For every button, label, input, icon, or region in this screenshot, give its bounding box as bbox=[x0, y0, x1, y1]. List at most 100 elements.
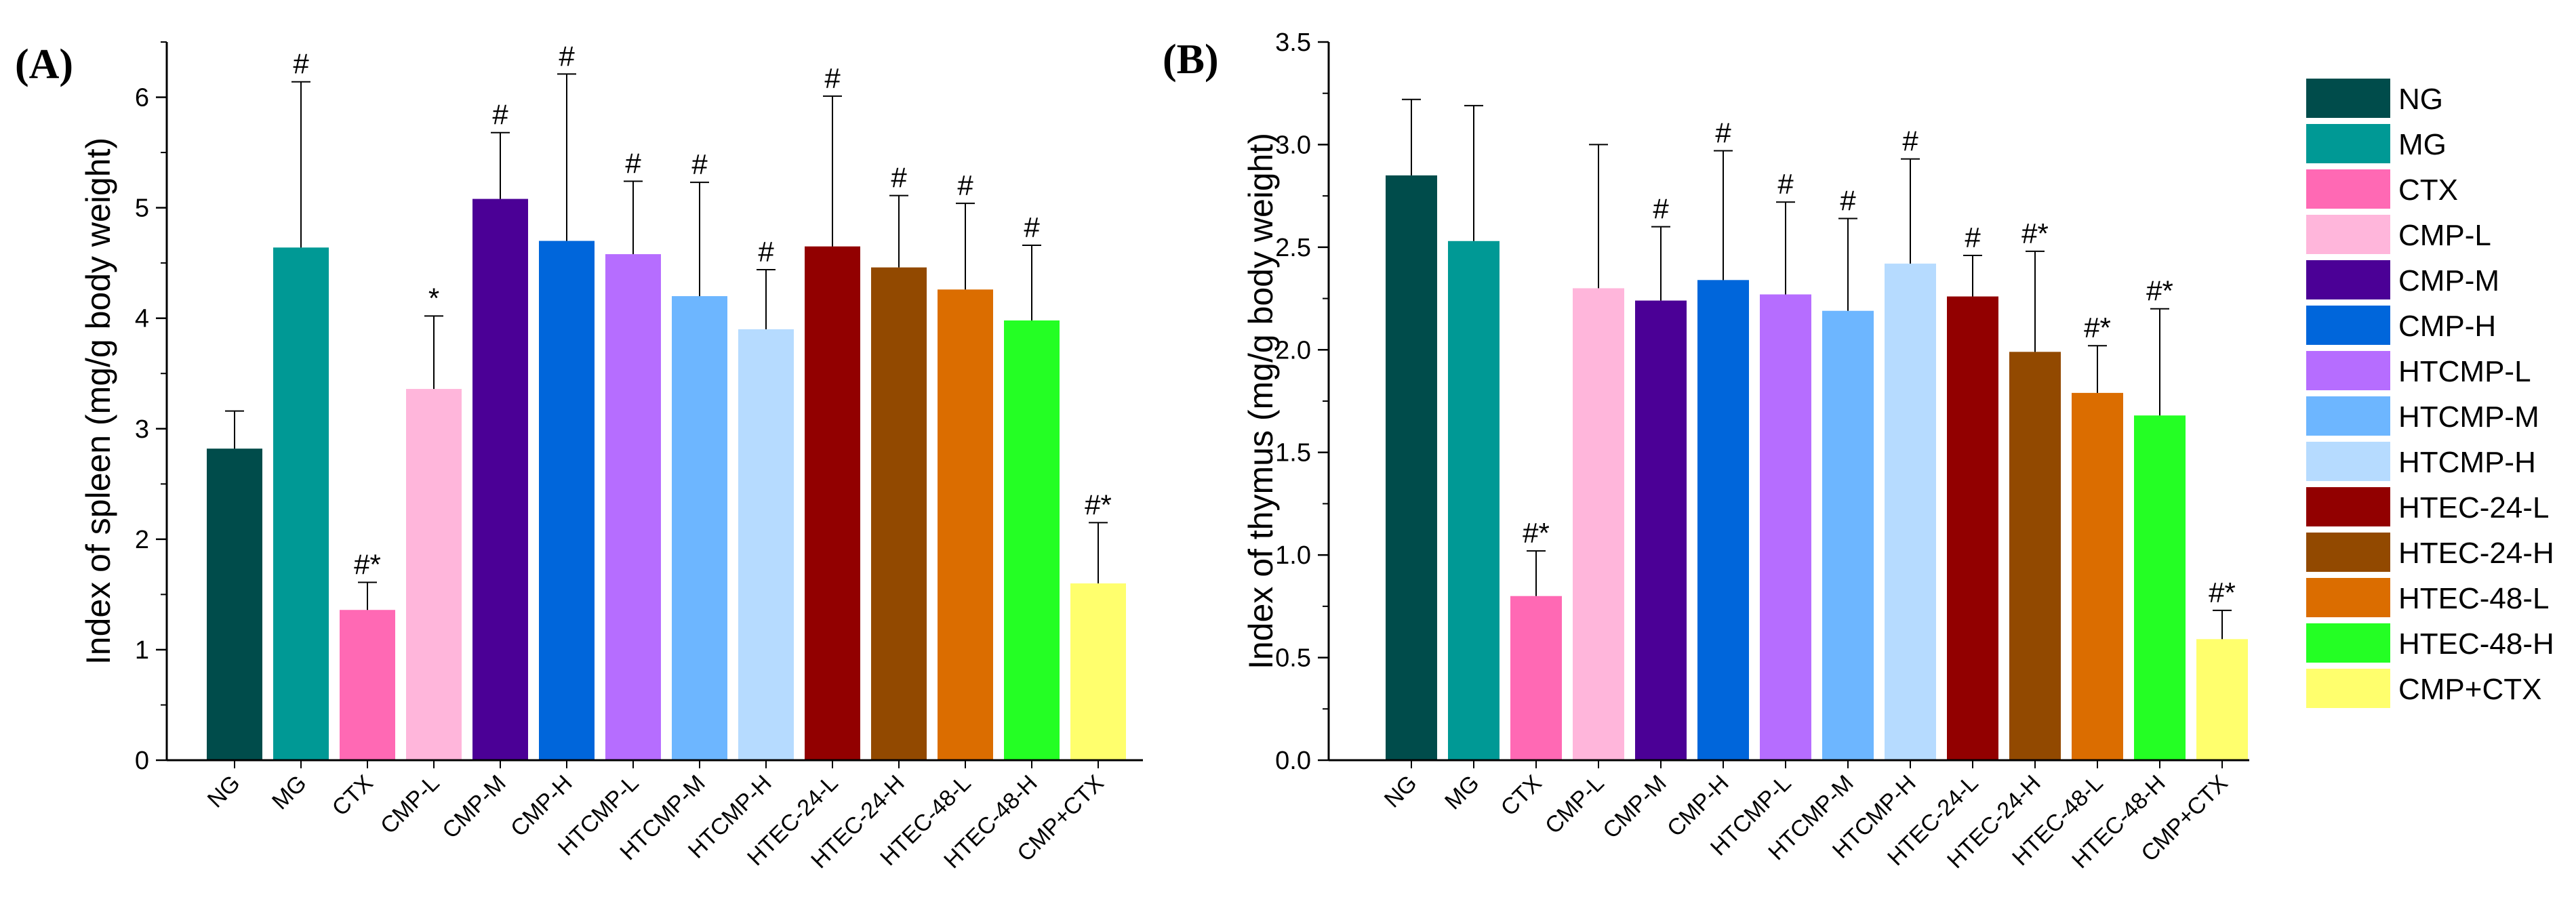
panel-b-y-tick-label: 0.5 bbox=[1275, 644, 1311, 673]
legend-swatch-ctx bbox=[2306, 169, 2390, 209]
panel-a-spleen-index-chart: (A) Index of spleen (mg/g body weight) #… bbox=[15, 40, 1143, 873]
legend-label: HTEC-24-H bbox=[2398, 537, 2554, 570]
panel-b-significance-mark: #* bbox=[2084, 312, 2111, 344]
legend-swatch-htcmp-m bbox=[2306, 396, 2390, 436]
panel-a-bar-cmp-m bbox=[472, 199, 528, 761]
panel-a-category-label: MG bbox=[267, 770, 312, 815]
panel-a-y-tick-label: 4 bbox=[135, 305, 149, 333]
panel-a-bar-htcmp-l bbox=[605, 254, 661, 761]
panel-b-y-axis-label: Index of thymus (mg/g body weight) bbox=[1242, 133, 1280, 669]
panel-b-thymus-index-chart: (B) Index of thymus (mg/g body weight) #… bbox=[1163, 28, 2249, 873]
panel-a-significance-mark: # bbox=[758, 236, 774, 268]
legend-label: CMP-H bbox=[2398, 310, 2496, 343]
panel-a-bar-htec-24-l bbox=[805, 246, 860, 760]
panel-a-bar-cmp-h bbox=[539, 241, 595, 760]
panel-a-y-tick-label: 3 bbox=[135, 415, 149, 444]
panel-a-significance-mark: # bbox=[1024, 211, 1040, 243]
legend-label: HTCMP-H bbox=[2398, 446, 2536, 479]
panel-a-y-tick-label: 0 bbox=[135, 747, 149, 775]
panel-b-bar-htec-24-h bbox=[2009, 352, 2061, 760]
panel-a-bar-htcmp-h bbox=[738, 329, 794, 760]
panel-a-significance-mark: # bbox=[891, 162, 907, 194]
panel-b-significance-mark: # bbox=[1902, 125, 1918, 157]
legend-swatch-ng bbox=[2306, 79, 2390, 118]
panel-a-significance-mark: # bbox=[625, 147, 641, 179]
panel-b-y-tick-label: 1.0 bbox=[1275, 541, 1311, 570]
legend-label: NG bbox=[2398, 83, 2443, 116]
panel-b-bar-cmp-h bbox=[1697, 280, 1749, 760]
panel-b-bar-cmp-m bbox=[1635, 300, 1687, 761]
panel-b-bar-htcmp-m bbox=[1822, 310, 1874, 760]
legend-label: HTEC-24-L bbox=[2398, 491, 2550, 524]
panel-b-bar-cmp-ctx bbox=[2196, 639, 2248, 760]
panel-a-category-label: CMP-L bbox=[376, 770, 445, 839]
panel-b-significance-mark: #* bbox=[1523, 517, 1550, 549]
panel-a-bar-htec-48-l bbox=[938, 289, 993, 760]
legend-label: CTX bbox=[2398, 173, 2458, 207]
panel-b-y-tick-label: 1.5 bbox=[1275, 439, 1311, 468]
panel-a-bar-ctx bbox=[340, 610, 395, 760]
panel-a-bar-ng bbox=[207, 449, 262, 760]
legend-swatch-mg bbox=[2306, 124, 2390, 163]
legend-swatch-htcmp-l bbox=[2306, 351, 2390, 390]
panel-a-significance-mark: #* bbox=[1085, 489, 1112, 520]
legend-label: HTEC-48-H bbox=[2398, 627, 2554, 661]
legend-label: MG bbox=[2398, 128, 2447, 161]
panel-b-y-tick-label: 3.0 bbox=[1275, 131, 1311, 159]
panel-b-bar-cmp-l bbox=[1573, 288, 1624, 760]
panel-b-category-label: CMP-L bbox=[1540, 770, 1609, 839]
panel-b-bars: #* # # # # # # #* #* #* #* bbox=[1386, 98, 2248, 761]
panel-b-significance-mark: # bbox=[1653, 193, 1669, 225]
panel-a-label: (A) bbox=[15, 41, 73, 87]
panel-b-y-tick-label: 2.5 bbox=[1275, 234, 1311, 262]
panel-a-significance-mark: #* bbox=[354, 548, 381, 580]
panel-b-significance-mark: # bbox=[1777, 168, 1794, 200]
panel-b-significance-mark: # bbox=[1715, 117, 1731, 149]
panel-b-significance-mark: #* bbox=[2021, 217, 2049, 249]
panel-a-bar-htec-48-h bbox=[1004, 320, 1060, 760]
legend-label: HTCMP-L bbox=[2398, 355, 2531, 388]
legend-swatch-cmp-l bbox=[2306, 215, 2390, 254]
legend-swatch-cmp-h bbox=[2306, 306, 2390, 345]
panel-b-bar-htcmp-h bbox=[1885, 264, 1936, 761]
panel-b-bar-ng bbox=[1386, 175, 1437, 760]
panel-b-significance-mark: #* bbox=[2146, 275, 2173, 307]
panel-b-significance-mark: # bbox=[1965, 222, 1981, 253]
panel-b-category-label: CMP-M bbox=[1598, 770, 1671, 844]
panel-a-significance-mark: * bbox=[428, 282, 439, 314]
panel-a-y-tick-label: 2 bbox=[135, 526, 149, 554]
panel-a-y-tick-label: 6 bbox=[135, 84, 149, 112]
panel-a-bar-cmp-ctx bbox=[1070, 583, 1126, 760]
legend-swatch-htec-48-h bbox=[2306, 623, 2390, 663]
panel-b-bar-htec-24-l bbox=[1947, 296, 1998, 760]
panel-a-significance-mark: # bbox=[293, 48, 309, 80]
panel-a-significance-mark: # bbox=[492, 99, 508, 131]
panel-a-significance-mark: # bbox=[559, 40, 575, 72]
legend-label: CMP+CTX bbox=[2398, 673, 2541, 706]
panel-b-bar-ctx bbox=[1510, 596, 1562, 760]
panel-b-label: (B) bbox=[1163, 37, 1219, 83]
legend-swatch-cmp-m bbox=[2306, 260, 2390, 299]
panel-a-category-label: CTX bbox=[327, 770, 378, 821]
panel-a-bars: # #* * # # # # # # # # # #* bbox=[207, 40, 1126, 761]
panel-b-category-label: CTX bbox=[1496, 770, 1547, 821]
panel-a-significance-mark: # bbox=[691, 148, 708, 180]
panel-a-bar-htcmp-m bbox=[672, 296, 727, 761]
panel-a-y-axis-label: Index of spleen (mg/g body weight) bbox=[79, 138, 117, 665]
legend-swatch-cmp-ctx bbox=[2306, 669, 2390, 708]
panel-a-significance-mark: # bbox=[824, 62, 841, 94]
panel-b-bar-mg bbox=[1448, 241, 1500, 760]
panel-a-bar-mg bbox=[273, 247, 329, 760]
panel-a-bar-cmp-l bbox=[406, 389, 462, 760]
panel-b-significance-mark: # bbox=[1840, 184, 1856, 216]
legend-label: CMP-L bbox=[2398, 219, 2491, 252]
legend-swatch-htcmp-h bbox=[2306, 442, 2390, 481]
panel-a-bar-htec-24-h bbox=[871, 267, 927, 761]
panel-a-category-label: CMP-M bbox=[437, 770, 510, 844]
legend-swatch-htec-48-l bbox=[2306, 578, 2390, 617]
legend-swatch-htec-24-h bbox=[2306, 533, 2390, 572]
legend-swatch-htec-24-l bbox=[2306, 487, 2390, 526]
panel-b-y-tick-label: 2.0 bbox=[1275, 336, 1311, 365]
panel-a-category-label: NG bbox=[203, 770, 245, 813]
